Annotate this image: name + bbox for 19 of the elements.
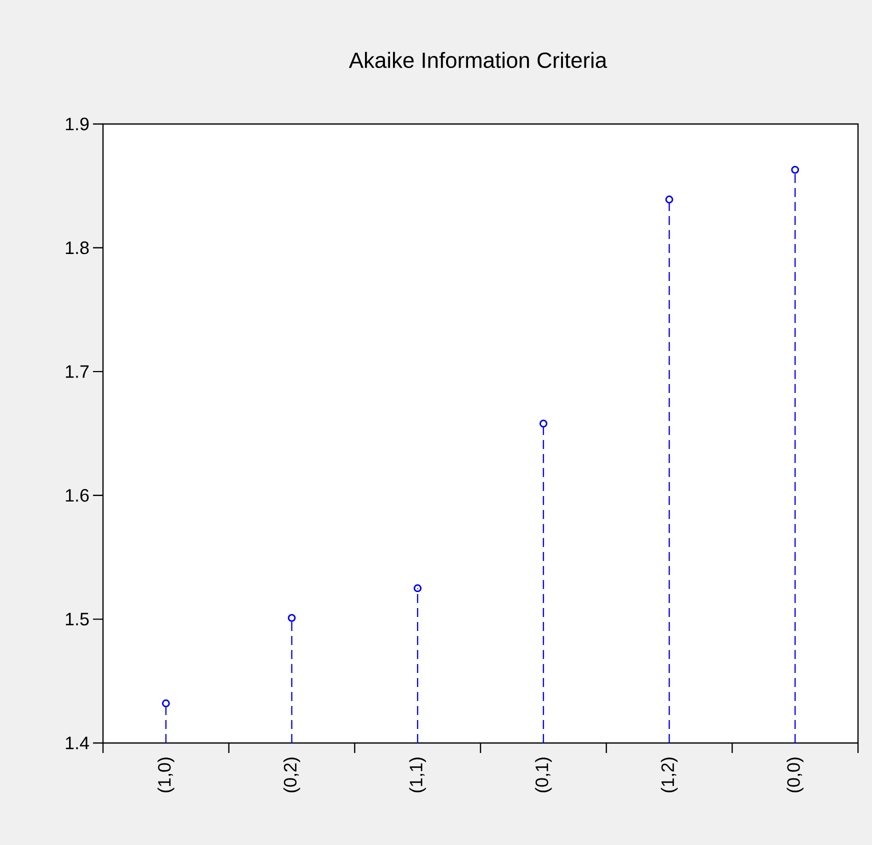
- point: [539, 420, 548, 428]
- y-tick-label: 1.6: [66, 489, 89, 502]
- chart-title: Akaike Information Criteria: [348, 52, 608, 68]
- point: [288, 614, 296, 622]
- x-tick-label: (0,1): [535, 758, 552, 792]
- point: [414, 584, 422, 592]
- y-tick-label: 1.9: [66, 118, 89, 130]
- x-tick-label: (1,1): [409, 758, 426, 792]
- point: [162, 699, 170, 708]
- y-tick-label: 1.5: [66, 612, 89, 626]
- y-tick-label: 1.7: [66, 365, 89, 378]
- x-tick-label: (0,2): [283, 758, 300, 792]
- x-tick-label: (0,0): [786, 758, 804, 792]
- x-tick-label: (1,0): [158, 758, 174, 792]
- x-tick-label: (1,2): [660, 758, 678, 792]
- point: [665, 196, 674, 204]
- y-tick-label: 1.8: [66, 241, 89, 254]
- y-tick-label: 1.4: [66, 736, 89, 750]
- point: [791, 166, 800, 174]
